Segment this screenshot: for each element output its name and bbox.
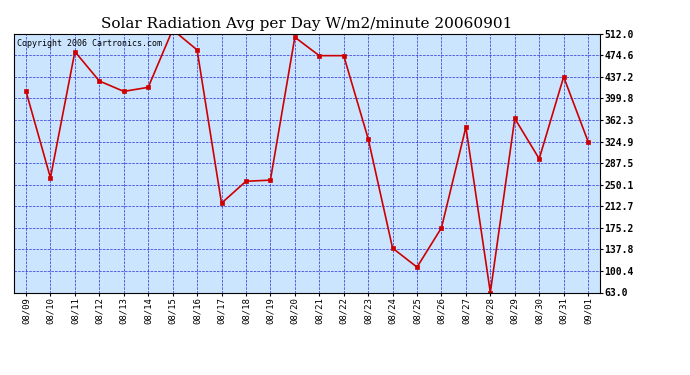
Title: Solar Radiation Avg per Day W/m2/minute 20060901: Solar Radiation Avg per Day W/m2/minute … — [101, 17, 513, 31]
Text: Copyright 2006 Cartronics.com: Copyright 2006 Cartronics.com — [17, 39, 161, 48]
